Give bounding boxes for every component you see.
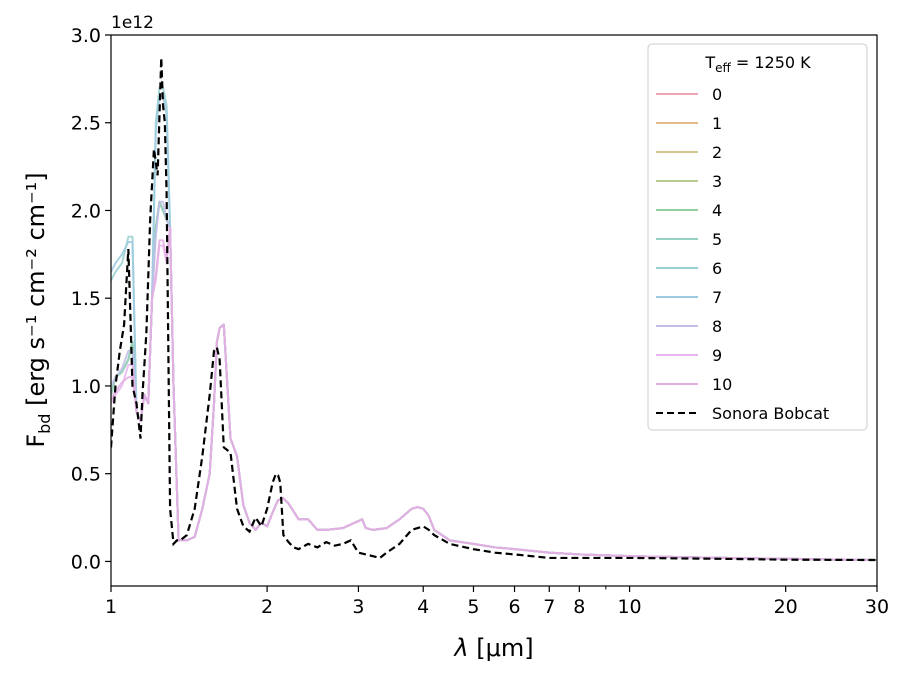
- y-offset-label: 1e12: [111, 13, 154, 33]
- legend-label: 9: [712, 346, 722, 365]
- y-tick-label: 3.0: [71, 25, 101, 47]
- x-axis-unit: [μm]: [476, 634, 533, 662]
- legend-label: 3: [712, 172, 722, 191]
- y-axis-units: [erg s⁻¹ cm⁻² cm⁻¹]: [22, 172, 50, 406]
- legend-label: 8: [712, 317, 722, 336]
- y-tick-label: 0.5: [71, 464, 101, 486]
- x-tick-label: 10: [617, 596, 641, 618]
- legend-label: 0: [712, 85, 722, 104]
- x-tick-label: 2: [261, 596, 273, 618]
- model-line-10: [111, 227, 877, 562]
- legend-label: 10: [712, 375, 732, 394]
- x-tick-label: 4: [417, 596, 429, 618]
- legend-label: 5: [712, 230, 722, 249]
- y-axis-var-sub: bd: [35, 414, 54, 434]
- x-axis-title: λ [μm]: [452, 634, 533, 662]
- y-tick-label: 0.0: [71, 551, 101, 573]
- x-tick-label: 30: [865, 596, 889, 618]
- legend-title-rest: = 1250 K: [731, 53, 811, 72]
- y-axis-title: Fbd [erg s⁻¹ cm⁻² cm⁻¹]: [22, 172, 54, 447]
- y-axis: 0.0 0.5 1.0 1.5 2.0 2.5 3.0: [71, 25, 111, 573]
- x-tick-label: 5: [467, 596, 479, 618]
- legend-label: Sonora Bobcat: [712, 404, 829, 423]
- legend-title-sub: eff: [715, 61, 731, 75]
- x-tick-label: 1: [105, 596, 117, 618]
- legend-label: 7: [712, 288, 722, 307]
- legend-label: 2: [712, 143, 722, 162]
- legend-label: 4: [712, 201, 722, 220]
- legend-box: [647, 43, 868, 431]
- sonora-bobcat-line: [111, 57, 877, 562]
- y-axis-var: F: [22, 434, 50, 448]
- x-tick-label: 7: [543, 596, 555, 618]
- series-layer: [111, 57, 877, 562]
- y-tick-label: 1.5: [71, 288, 101, 310]
- x-axis-var: λ: [452, 634, 468, 662]
- plot-frame: [110, 34, 878, 587]
- legend-entries: 0 1 2 3 4 5 6 7 8 9 10 Sonora Bobcat: [656, 85, 829, 423]
- x-tick-label: 8: [573, 596, 585, 618]
- x-tick-label: 6: [508, 596, 520, 618]
- y-tick-label: 2.0: [71, 200, 101, 222]
- legend-label: 1: [712, 114, 722, 133]
- legend-label: 6: [712, 259, 722, 278]
- legend-title: Teff = 1250 K: [704, 53, 811, 75]
- y-tick-label: 2.5: [71, 113, 101, 135]
- y-tick-label: 1.0: [71, 376, 101, 398]
- x-tick-label: 20: [774, 596, 798, 618]
- x-axis: 1 2 3 4 5 6 7 8 10 20 30: [105, 586, 889, 618]
- legend-title-var: T: [704, 53, 715, 72]
- x-tick-label: 3: [352, 596, 364, 618]
- legend: Teff = 1250 K 0 1 2 3 4 5 6 7 8 9 10 Sonora Bobcat: [647, 43, 868, 431]
